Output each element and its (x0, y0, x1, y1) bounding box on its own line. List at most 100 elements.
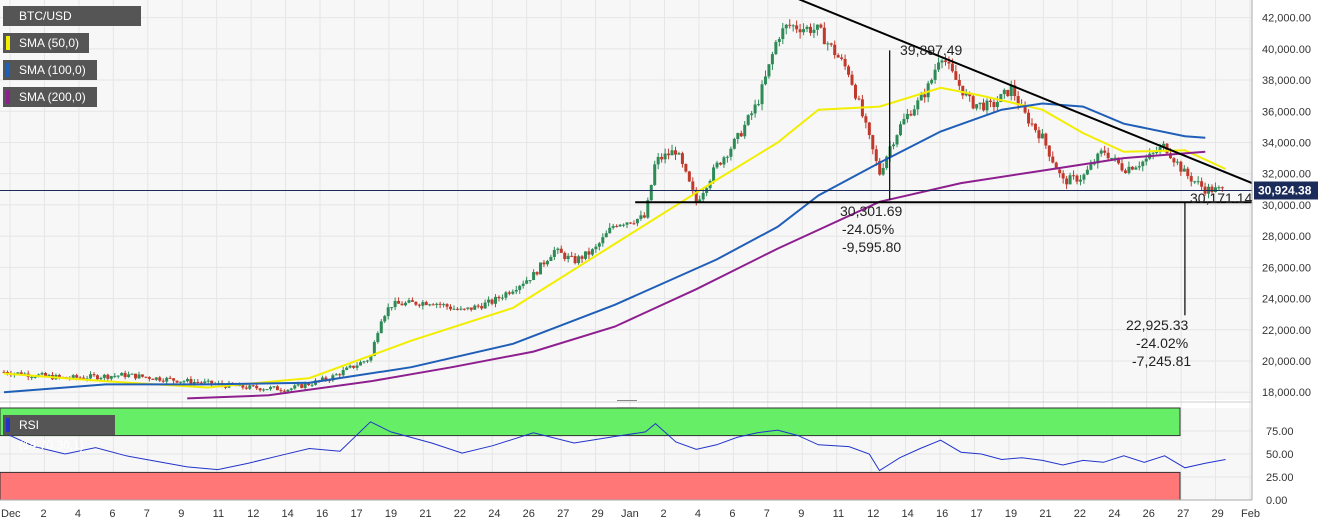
candle-body (1117, 157, 1121, 164)
measure1-delta: -9,595.80 (842, 239, 901, 255)
candle-body (995, 101, 999, 108)
candle-body (241, 384, 245, 388)
candle-body (362, 361, 366, 363)
candle-body (248, 385, 252, 389)
candle-body (680, 153, 684, 164)
candle-body (947, 61, 951, 64)
candle-body (902, 119, 906, 125)
legend-sma200[interactable]: SMA (200,0) (3, 87, 97, 107)
time-tick-label: Feb (1241, 508, 1260, 520)
candle-body (770, 54, 774, 65)
price-tick-label: 30,000.00 (1262, 200, 1311, 212)
candle-body (147, 377, 151, 379)
candle-body (282, 390, 286, 392)
candle-body (528, 280, 532, 282)
candle-body (712, 167, 716, 181)
candle-body (570, 255, 574, 257)
candle-body (269, 387, 273, 390)
candle-body (957, 79, 961, 86)
candle-body (289, 388, 293, 390)
candle-body (296, 384, 300, 386)
candle-body (694, 189, 698, 203)
candle-body (1134, 167, 1138, 170)
candle-body (1089, 164, 1093, 170)
candle-body (1006, 89, 1010, 97)
candle-body (757, 104, 761, 106)
candle-body (165, 377, 169, 382)
candle-body (840, 57, 844, 59)
candle-body (421, 302, 425, 306)
candle-body (791, 25, 795, 27)
candle-body (480, 306, 484, 309)
time-tick-label: 26 (523, 508, 535, 520)
candle-body (1061, 173, 1065, 179)
candle-body (144, 376, 148, 378)
price-tick-label: 26,000.00 (1262, 262, 1311, 274)
candle-body (210, 380, 214, 385)
legend-rsi[interactable]: RSI (14,70,30,1) (3, 415, 115, 452)
candle-body (597, 243, 601, 247)
candle-body (92, 374, 96, 376)
time-tick-label: 16 (936, 508, 948, 520)
candle-body (511, 291, 515, 294)
candle-body (1106, 152, 1110, 159)
candle-body (836, 55, 840, 58)
candle-body (622, 224, 626, 226)
candle-body (722, 157, 726, 165)
candle-body (715, 162, 719, 168)
time-tick-label: 14 (282, 508, 294, 520)
time-tick-label: 2 (660, 508, 666, 520)
candle-body (258, 388, 262, 391)
legend-btcusd[interactable]: BTC/USD (CoinBase) (3, 6, 141, 43)
legend-rsi-swatch (6, 418, 10, 432)
candle-body (123, 372, 127, 378)
candle-body (684, 163, 688, 172)
candle-body (853, 84, 857, 99)
candle-body (33, 376, 37, 378)
candle-body (286, 389, 290, 392)
time-tick-label: 6 (109, 508, 115, 520)
candle-body (40, 373, 44, 375)
candle-body (30, 376, 34, 378)
measure2-delta: -7,245.81 (1132, 353, 1191, 369)
candle-body (788, 24, 792, 26)
candle-body (926, 83, 930, 98)
time-tick-label: 11 (213, 508, 224, 520)
candle-body (431, 304, 435, 306)
candle-body (414, 301, 418, 305)
legend-sma100-label: SMA (100,0) (19, 63, 86, 77)
candle-body (390, 307, 394, 309)
candle-body (435, 303, 439, 305)
candle-body (1158, 147, 1162, 152)
candle-body (410, 300, 414, 302)
time-tick-label: 26 (1143, 508, 1155, 520)
candle-body (1058, 169, 1062, 174)
candle-body (975, 104, 979, 109)
price-tick-label: 20,000.00 (1262, 356, 1311, 368)
rsi-tick-label: 50.00 (1266, 449, 1294, 461)
candle-body (1213, 187, 1217, 193)
sma-line-200 (187, 150, 1206, 400)
pane-resize-handle[interactable] (617, 400, 637, 408)
price-tick-label: 38,000.00 (1262, 75, 1311, 87)
candle-body (449, 306, 453, 310)
candle-body (116, 375, 120, 377)
time-tick-label: 12 (867, 508, 879, 520)
candle-body (943, 60, 947, 62)
time-tick-label: 11 (833, 508, 844, 520)
candle-body (587, 251, 591, 255)
candle-body (85, 378, 89, 380)
candle-body (954, 71, 958, 80)
candle-body (172, 378, 176, 381)
candle-body (847, 66, 851, 75)
candle-body (462, 308, 466, 310)
candle-body (584, 251, 588, 259)
candle-body (106, 374, 110, 379)
candle-body (784, 24, 788, 29)
candle-body (161, 380, 165, 382)
legend-sma50[interactable]: SMA (50,0) (3, 33, 89, 53)
candle-body (670, 150, 674, 156)
candle-body (885, 156, 889, 169)
time-tick-label: 29 (1212, 508, 1224, 520)
legend-sma100[interactable]: SMA (100,0) (3, 60, 97, 80)
